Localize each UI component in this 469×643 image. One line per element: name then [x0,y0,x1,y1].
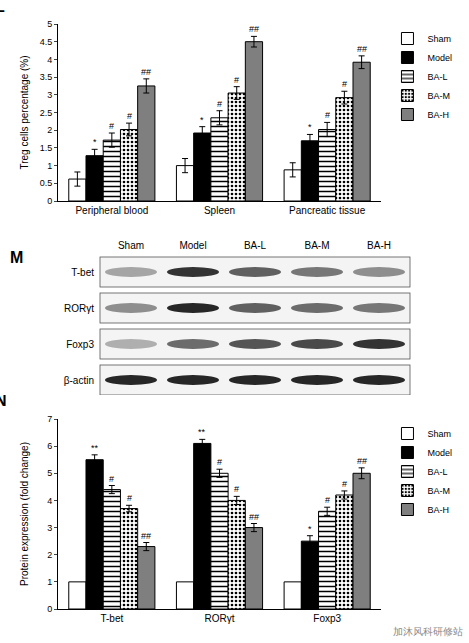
svg-text:2: 2 [47,125,52,135]
svg-text:#: # [325,495,330,505]
svg-text:T-bet: T-bet [100,613,123,624]
svg-text:1: 1 [47,161,52,171]
svg-text:0.5: 0.5 [40,178,53,188]
svg-text:β-actin: β-actin [64,375,94,386]
svg-text:BA-M: BA-M [427,486,450,496]
svg-text:##: ## [141,531,151,541]
svg-text:4.5: 4.5 [40,37,53,47]
svg-text:#: # [342,479,347,489]
svg-text:BA-H: BA-H [427,505,449,515]
svg-text:0: 0 [47,196,52,206]
svg-text:BA-L: BA-L [244,240,267,251]
svg-text:Spleen: Spleen [204,205,235,216]
svg-text:3.5: 3.5 [40,72,53,82]
svg-text:#: # [217,457,222,467]
svg-text:L: L [0,0,5,15]
svg-text:*: * [93,137,97,147]
svg-text:0: 0 [47,604,52,614]
svg-text:Foxp3: Foxp3 [313,613,341,624]
svg-text:5: 5 [47,19,52,29]
svg-text:**: ** [91,443,99,453]
svg-text:3: 3 [47,90,52,100]
svg-text:4: 4 [47,55,52,65]
svg-text:2.5: 2.5 [40,108,53,118]
svg-text:T-bet: T-bet [71,267,94,278]
svg-text:Model: Model [179,240,206,251]
svg-text:RORγt: RORγt [64,303,94,314]
svg-text:Model: Model [427,53,452,63]
svg-text:*: * [308,524,312,534]
svg-text:#: # [217,99,222,109]
svg-text:#: # [109,121,114,131]
svg-text:##: ## [357,44,367,54]
svg-text:##: ## [249,512,259,522]
svg-text:BA-M: BA-M [427,91,450,101]
svg-text:Sham: Sham [118,240,144,251]
svg-text:Sham: Sham [427,429,451,439]
svg-text:1: 1 [47,577,52,587]
svg-text:Peripheral blood: Peripheral blood [75,205,148,216]
svg-text:RORγt: RORγt [205,613,235,624]
svg-text:**: ** [198,427,206,437]
svg-text:*: * [200,115,204,125]
svg-text:1.5: 1.5 [40,143,53,153]
svg-text:Sham: Sham [427,34,451,44]
svg-text:##: ## [357,456,367,466]
svg-text:5: 5 [47,468,52,478]
svg-text:4: 4 [47,496,52,506]
svg-text:Pancreatic tissue: Pancreatic tissue [289,205,366,216]
svg-text:Model: Model [427,448,452,458]
svg-text:BA-H: BA-H [427,110,449,120]
svg-text:##: ## [249,24,259,34]
svg-text:BA-L: BA-L [427,72,447,82]
svg-text:*: * [308,122,312,132]
svg-text:3: 3 [47,523,52,533]
svg-text:BA-M: BA-M [305,240,330,251]
svg-text:N: N [0,395,7,409]
svg-text:6: 6 [47,441,52,451]
svg-text:BA-H: BA-H [367,240,391,251]
svg-text:#: # [109,474,114,484]
svg-text:M: M [10,249,23,266]
svg-text:#: # [127,111,132,121]
svg-text:#: # [325,110,330,120]
svg-text:7: 7 [47,414,52,424]
svg-text:#: # [234,484,239,494]
svg-text:2: 2 [47,550,52,560]
svg-text:Foxp3: Foxp3 [66,339,94,350]
svg-text:#: # [127,493,132,503]
svg-text:##: ## [141,67,151,77]
svg-text:BA-L: BA-L [427,467,447,477]
svg-text:#: # [234,75,239,85]
svg-text:#: # [342,79,347,89]
svg-text:Protein expression (fold chang: Protein expression (fold change) [19,442,30,586]
svg-text:Treg cells percentage (%): Treg cells percentage (%) [19,55,30,169]
html-text:加沐风科研修站: 加沐风科研修站 [393,626,463,637]
